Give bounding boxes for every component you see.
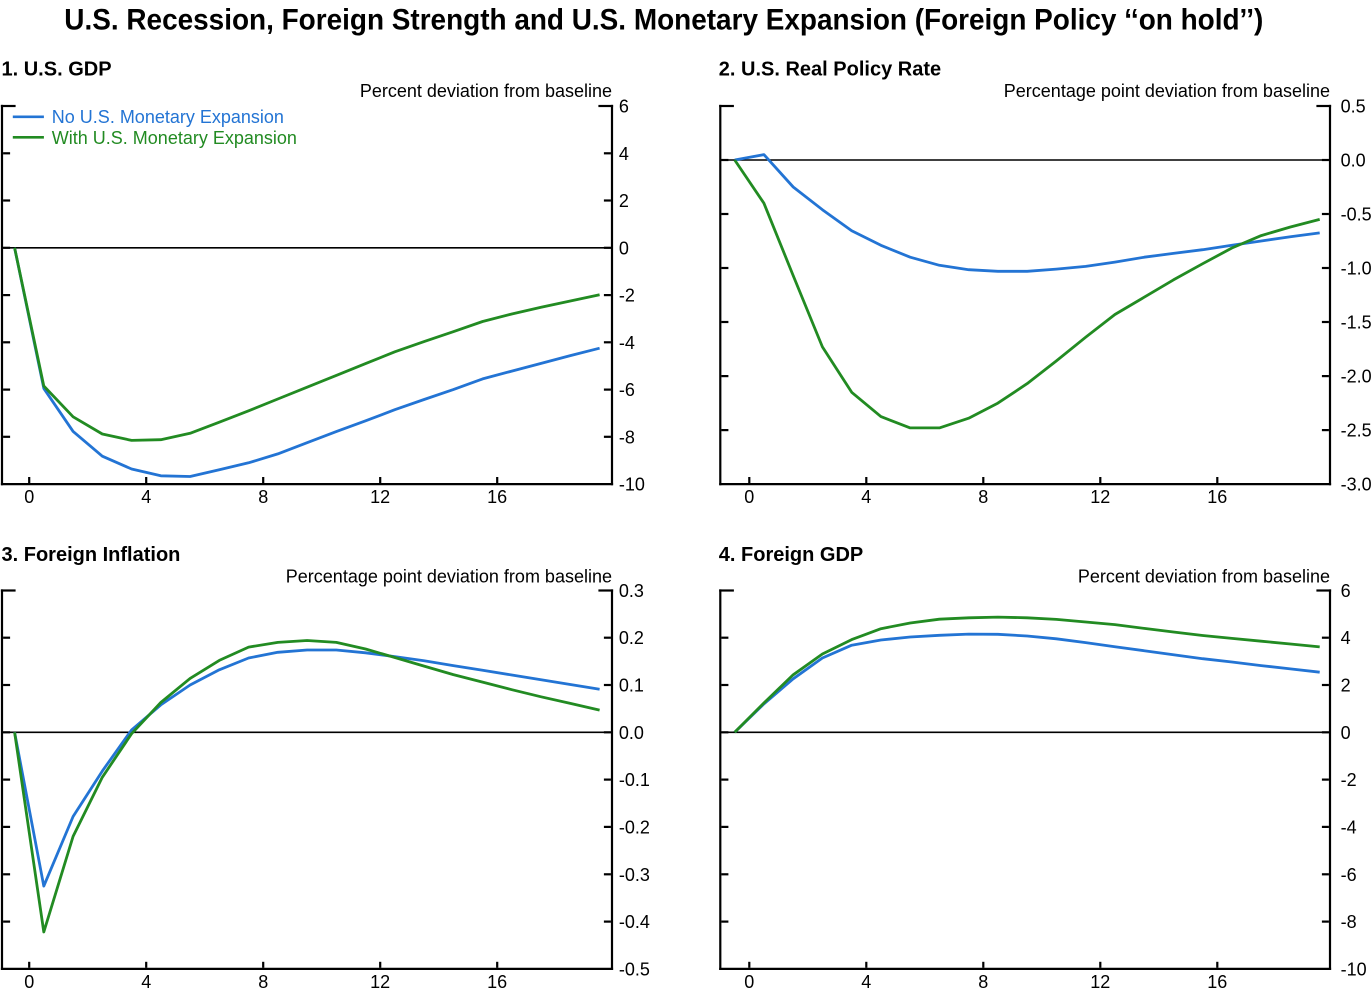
svg-text:16: 16 <box>487 972 507 990</box>
svg-text:0.1: 0.1 <box>619 676 644 696</box>
svg-text:-2: -2 <box>1341 770 1357 790</box>
svg-text:0.0: 0.0 <box>619 723 644 743</box>
svg-text:Percent deviation from baselin: Percent deviation from baseline <box>1078 567 1330 587</box>
svg-text:4: 4 <box>861 487 871 507</box>
svg-text:-0.2: -0.2 <box>619 817 650 837</box>
svg-text:0.3: 0.3 <box>619 581 644 601</box>
svg-text:Percent deviation from baselin: Percent deviation from baseline <box>360 81 612 101</box>
svg-text:No U.S. Monetary Expansion: No U.S. Monetary Expansion <box>52 107 284 127</box>
svg-text:0: 0 <box>744 972 754 990</box>
svg-text:-0.5: -0.5 <box>619 959 650 979</box>
svg-text:U.S. Recession, Foreign Streng: U.S. Recession, Foreign Strength and U.S… <box>64 3 1263 36</box>
svg-text:0.5: 0.5 <box>1341 97 1366 117</box>
svg-text:-6: -6 <box>1341 865 1357 885</box>
svg-text:2: 2 <box>1341 676 1351 696</box>
svg-text:12: 12 <box>370 487 390 507</box>
svg-text:12: 12 <box>1090 487 1110 507</box>
svg-text:12: 12 <box>370 972 390 990</box>
svg-text:-0.3: -0.3 <box>619 865 650 885</box>
svg-text:4. Foreign GDP: 4. Foreign GDP <box>719 544 863 566</box>
svg-text:-0.5: -0.5 <box>1341 205 1372 225</box>
svg-text:2. U.S. Real Policy Rate: 2. U.S. Real Policy Rate <box>719 59 941 81</box>
svg-text:-0.1: -0.1 <box>619 770 650 790</box>
svg-text:Percentage point deviation fro: Percentage point deviation from baseline <box>1004 81 1330 101</box>
svg-text:-6: -6 <box>619 380 635 400</box>
svg-text:-0.4: -0.4 <box>619 912 650 932</box>
svg-text:0: 0 <box>24 972 34 990</box>
svg-text:2: 2 <box>619 191 629 211</box>
svg-text:6: 6 <box>619 97 629 117</box>
svg-text:-8: -8 <box>619 427 635 447</box>
svg-text:0: 0 <box>619 238 629 258</box>
svg-text:-10: -10 <box>1341 959 1367 979</box>
svg-text:0.0: 0.0 <box>1341 151 1366 171</box>
svg-text:-2.0: -2.0 <box>1341 367 1372 387</box>
svg-text:16: 16 <box>1207 972 1227 990</box>
svg-text:-1.5: -1.5 <box>1341 313 1372 333</box>
svg-text:4: 4 <box>141 487 151 507</box>
svg-text:-1.0: -1.0 <box>1341 259 1372 279</box>
svg-text:With U.S. Monetary Expansion: With U.S. Monetary Expansion <box>52 128 297 148</box>
svg-text:16: 16 <box>1207 487 1227 507</box>
svg-text:1. U.S. GDP: 1. U.S. GDP <box>2 59 112 81</box>
svg-text:-10: -10 <box>619 475 645 495</box>
svg-text:6: 6 <box>1341 581 1351 601</box>
svg-text:-2.5: -2.5 <box>1341 421 1372 441</box>
svg-text:4: 4 <box>619 144 629 164</box>
svg-text:-2: -2 <box>619 286 635 306</box>
svg-text:8: 8 <box>258 487 268 507</box>
svg-text:8: 8 <box>978 487 988 507</box>
svg-text:Percentage point deviation fro: Percentage point deviation from baseline <box>286 567 612 587</box>
svg-text:4: 4 <box>1341 628 1351 648</box>
svg-text:4: 4 <box>141 972 151 990</box>
svg-text:8: 8 <box>978 972 988 990</box>
svg-text:3. Foreign Inflation: 3. Foreign Inflation <box>2 544 181 566</box>
svg-text:-8: -8 <box>1341 912 1357 932</box>
svg-text:0: 0 <box>24 487 34 507</box>
svg-text:0.2: 0.2 <box>619 628 644 648</box>
svg-text:0: 0 <box>1341 723 1351 743</box>
svg-text:-4: -4 <box>619 333 635 353</box>
svg-text:12: 12 <box>1090 972 1110 990</box>
svg-text:8: 8 <box>258 972 268 990</box>
svg-text:16: 16 <box>487 487 507 507</box>
svg-text:-3.0: -3.0 <box>1341 475 1372 495</box>
svg-text:-4: -4 <box>1341 817 1357 837</box>
svg-text:4: 4 <box>861 972 871 990</box>
svg-text:0: 0 <box>744 487 754 507</box>
